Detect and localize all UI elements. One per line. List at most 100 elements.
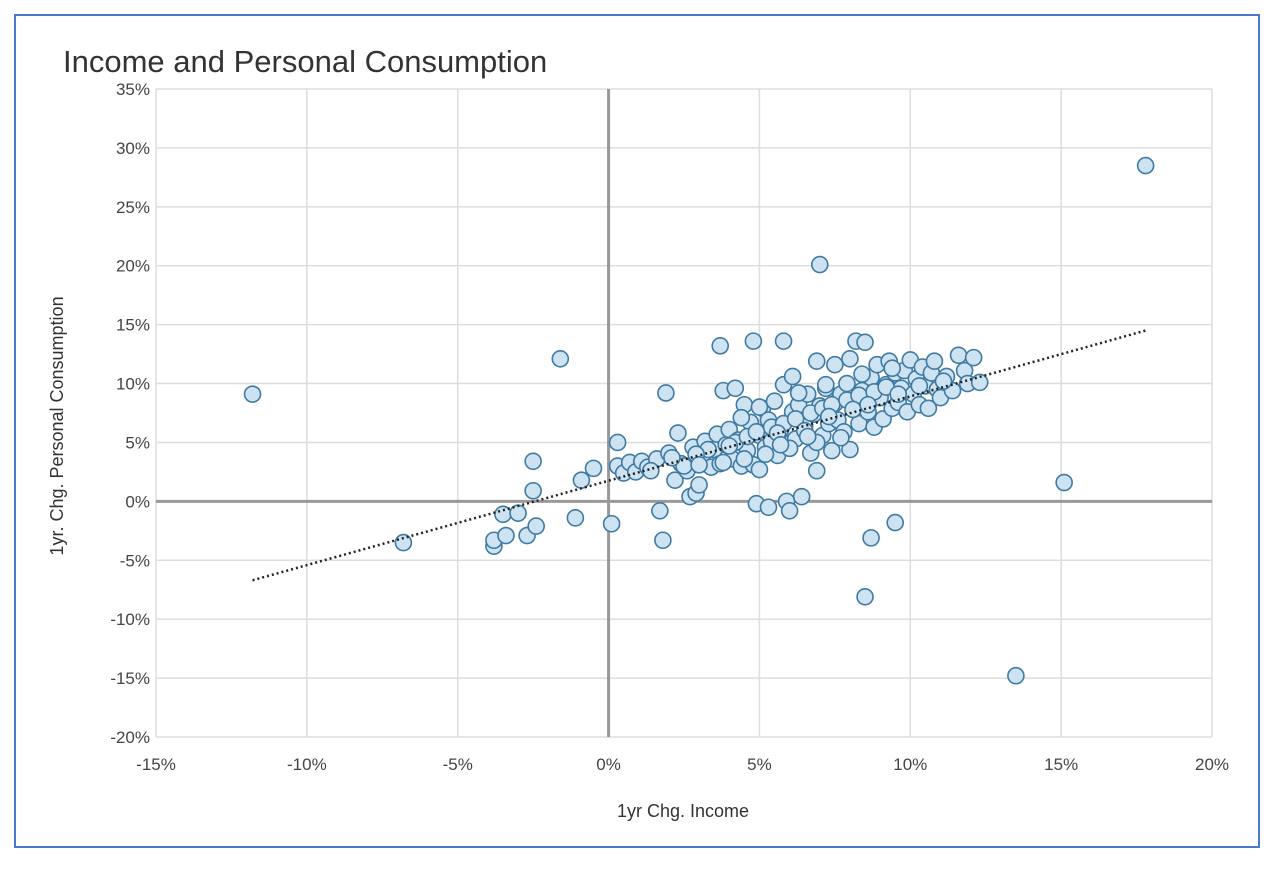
data-point [744,332,763,350]
data-point [735,450,754,468]
data-point [823,441,841,460]
x-tick-labels: -15% -10% -5% 0% 5% 10% 15% 20% [136,755,1229,774]
data-point [527,517,545,535]
data-point [1007,666,1025,685]
data-point [862,529,880,547]
y-tick-label: -20% [110,728,150,747]
data-point [820,407,838,426]
chart-frame: Income and Personal Consumption -20% -15%… [14,14,1260,848]
data-point [657,384,675,402]
data-point [747,423,766,441]
x-tick-label: 5% [747,755,772,774]
y-tick-label: 0% [125,492,150,511]
data-point [584,459,603,478]
data-point [1136,156,1155,175]
data-point [964,348,983,367]
data-point [949,346,968,365]
data-point [666,471,684,489]
data-point [841,350,859,368]
y-axis-label: 1yr. Chg. Personal Consumption [47,296,67,555]
data-point [243,385,262,403]
data-point [841,440,859,459]
y-tick-labels: -20% -15% -10% -5% 0% 5% 10% 15% 20% 25% 30% 35% [110,80,150,747]
data-point [497,526,515,545]
data-point [832,428,850,447]
data-point [859,395,877,414]
data-point [394,533,413,552]
data-point [690,476,708,494]
data-point [810,255,829,274]
data-point [886,513,905,532]
chart-title: Income and Personal Consumption [63,44,547,79]
data-point [654,531,672,550]
data-point [780,501,799,520]
data-point [838,374,856,393]
y-tick-label: 15% [116,316,150,335]
y-tick-label: 10% [116,375,150,394]
y-tick-label: 35% [116,80,150,99]
y-tick-label: 30% [116,139,150,158]
data-point [910,377,929,395]
x-tick-label: -5% [443,755,473,774]
data-point [524,481,542,500]
data-point [783,367,802,386]
data-point [856,587,874,606]
data-point [651,501,669,520]
y-tick-label: 5% [125,433,150,452]
data-point [663,448,681,467]
x-tick-label: -15% [136,755,176,774]
y-tick-label: -15% [110,669,150,688]
data-point [690,456,708,474]
data-points [243,156,1155,685]
data-point [919,399,938,418]
data-point [551,350,570,368]
data-point [524,452,542,471]
data-point [807,461,826,480]
data-point [807,352,826,370]
data-point [817,375,835,394]
data-point [925,352,944,370]
data-point [711,337,730,355]
data-point [1055,473,1073,492]
y-tick-label: -5% [120,551,150,570]
x-tick-label: 20% [1195,755,1229,774]
data-point [789,384,808,402]
x-tick-label: 0% [596,755,621,774]
data-point [826,355,844,374]
data-point [883,359,901,378]
data-point [889,385,908,403]
data-point [714,453,733,472]
data-point [765,392,784,411]
y-tick-label: 20% [116,257,150,276]
data-point [756,445,775,464]
data-point [853,365,871,383]
data-point [792,487,811,506]
data-point [774,332,793,350]
data-point [608,433,627,452]
y-tick-label: -10% [110,610,150,629]
data-point [566,509,585,527]
data-point [509,504,527,522]
scatter-chart: Income and Personal Consumption -20% -15%… [47,44,1229,821]
x-axis-label: 1yr Chg. Income [617,801,749,821]
data-point [732,408,751,427]
grid-lines [155,88,1213,738]
data-point [759,498,778,517]
x-tick-label: -10% [287,755,327,774]
zero-axes [156,89,1212,737]
data-point [856,333,874,352]
data-point [934,372,953,390]
data-point [642,461,660,480]
data-point [726,379,745,398]
data-point [844,400,862,419]
data-point [750,460,769,479]
y-tick-label: 25% [116,198,150,217]
data-point [786,410,805,428]
data-point [602,514,621,533]
data-point [798,427,817,446]
data-point [669,424,687,442]
data-point [771,436,790,454]
data-point [750,398,769,416]
x-tick-label: 15% [1044,755,1078,774]
data-point [572,471,591,489]
